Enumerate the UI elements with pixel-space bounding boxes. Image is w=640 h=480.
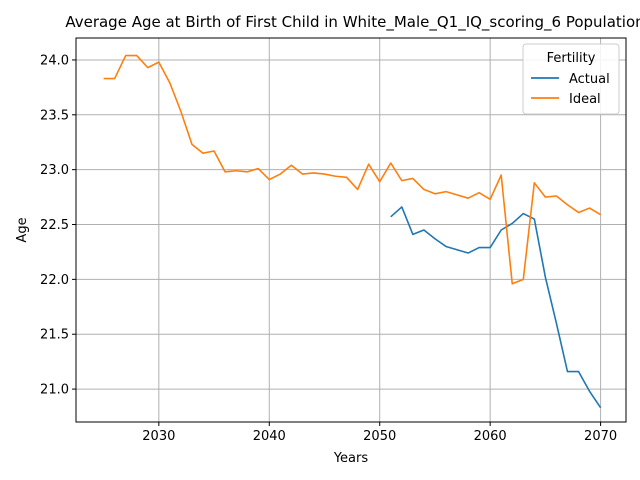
y-tick-label: 22.5 [40,218,69,233]
legend-label-actual: Actual [569,72,610,87]
series-line-actual [390,206,602,409]
plot-area-frame [75,37,627,423]
axis-ticks: 2030 2040 2050 2060 2070 21.0 21.5 22.0 22.5 23.0… [40,53,617,444]
y-tick-label: 22.0 [40,273,69,288]
grid [76,38,626,422]
chart-title: Average Age at Birth of First Child in W… [65,13,640,32]
legend-items: Actual Ideal [531,72,610,107]
series-line-ideal [103,54,602,285]
x-tick-label: 2070 [584,429,617,444]
legend-box [522,43,620,115]
y-tick-label: 21.0 [40,383,69,398]
legend-label-ideal: Ideal [569,92,601,107]
x-axis-label: Years [333,451,369,466]
series-lines [103,54,602,409]
x-tick-label: 2040 [253,429,286,444]
y-tick-label: 24.0 [40,53,69,68]
x-tick-label: 2030 [142,429,175,444]
x-tick-label: 2050 [363,429,396,444]
legend-title: Fertility [547,51,596,66]
y-tick-label: 23.0 [40,163,69,178]
x-tick-label: 2060 [474,429,507,444]
y-tick-label: 23.5 [40,108,69,123]
legend: Fertility Actual Ideal [522,43,620,115]
y-axis-label: Age [15,217,30,242]
y-tick-label: 21.5 [40,328,69,343]
